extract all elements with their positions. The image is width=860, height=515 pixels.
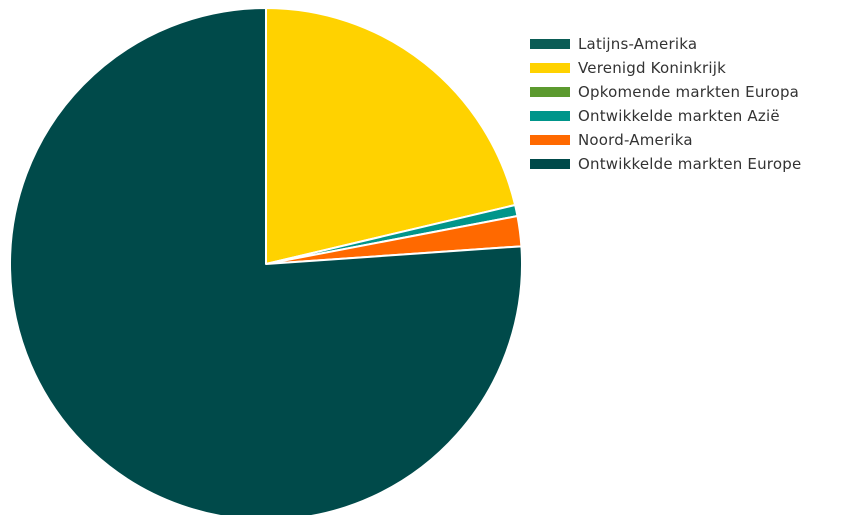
legend-item-opkomende-markten-europa[interactable]: Opkomende markten Europa: [530, 80, 801, 104]
legend-item-ontwikkelde-markten-azie[interactable]: Ontwikkelde markten Azië: [530, 104, 801, 128]
legend-item-ontwikkelde-markten-europe[interactable]: Ontwikkelde markten Europe: [530, 152, 801, 176]
legend-item-verenigd-koninkrijk[interactable]: Verenigd Koninkrijk: [530, 56, 801, 80]
chart-legend: Latijns-Amerika Verenigd Koninkrijk Opko…: [530, 32, 801, 176]
legend-item-latijns-amerika[interactable]: Latijns-Amerika: [530, 32, 801, 56]
legend-swatch: [530, 159, 570, 169]
legend-swatch: [530, 87, 570, 97]
legend-label: Ontwikkelde markten Europe: [578, 155, 802, 173]
legend-swatch: [530, 111, 570, 121]
legend-swatch: [530, 39, 570, 49]
legend-label: Verenigd Koninkrijk: [578, 59, 726, 77]
legend-item-noord-amerika[interactable]: Noord-Amerika: [530, 128, 801, 152]
legend-label: Ontwikkelde markten Azië: [578, 107, 780, 125]
legend-label: Noord-Amerika: [578, 131, 693, 149]
pie-slices: [9, 7, 523, 515]
legend-label: Opkomende markten Europa: [578, 83, 800, 101]
pie-slice-ontwikkelde-markten-europe[interactable]: [9, 7, 523, 515]
legend-label: Latijns-Amerika: [578, 35, 698, 53]
legend-swatch: [530, 63, 570, 73]
legend-swatch: [530, 135, 570, 145]
pie-slice-verenigd-koninkrijk[interactable]: [265, 7, 517, 265]
